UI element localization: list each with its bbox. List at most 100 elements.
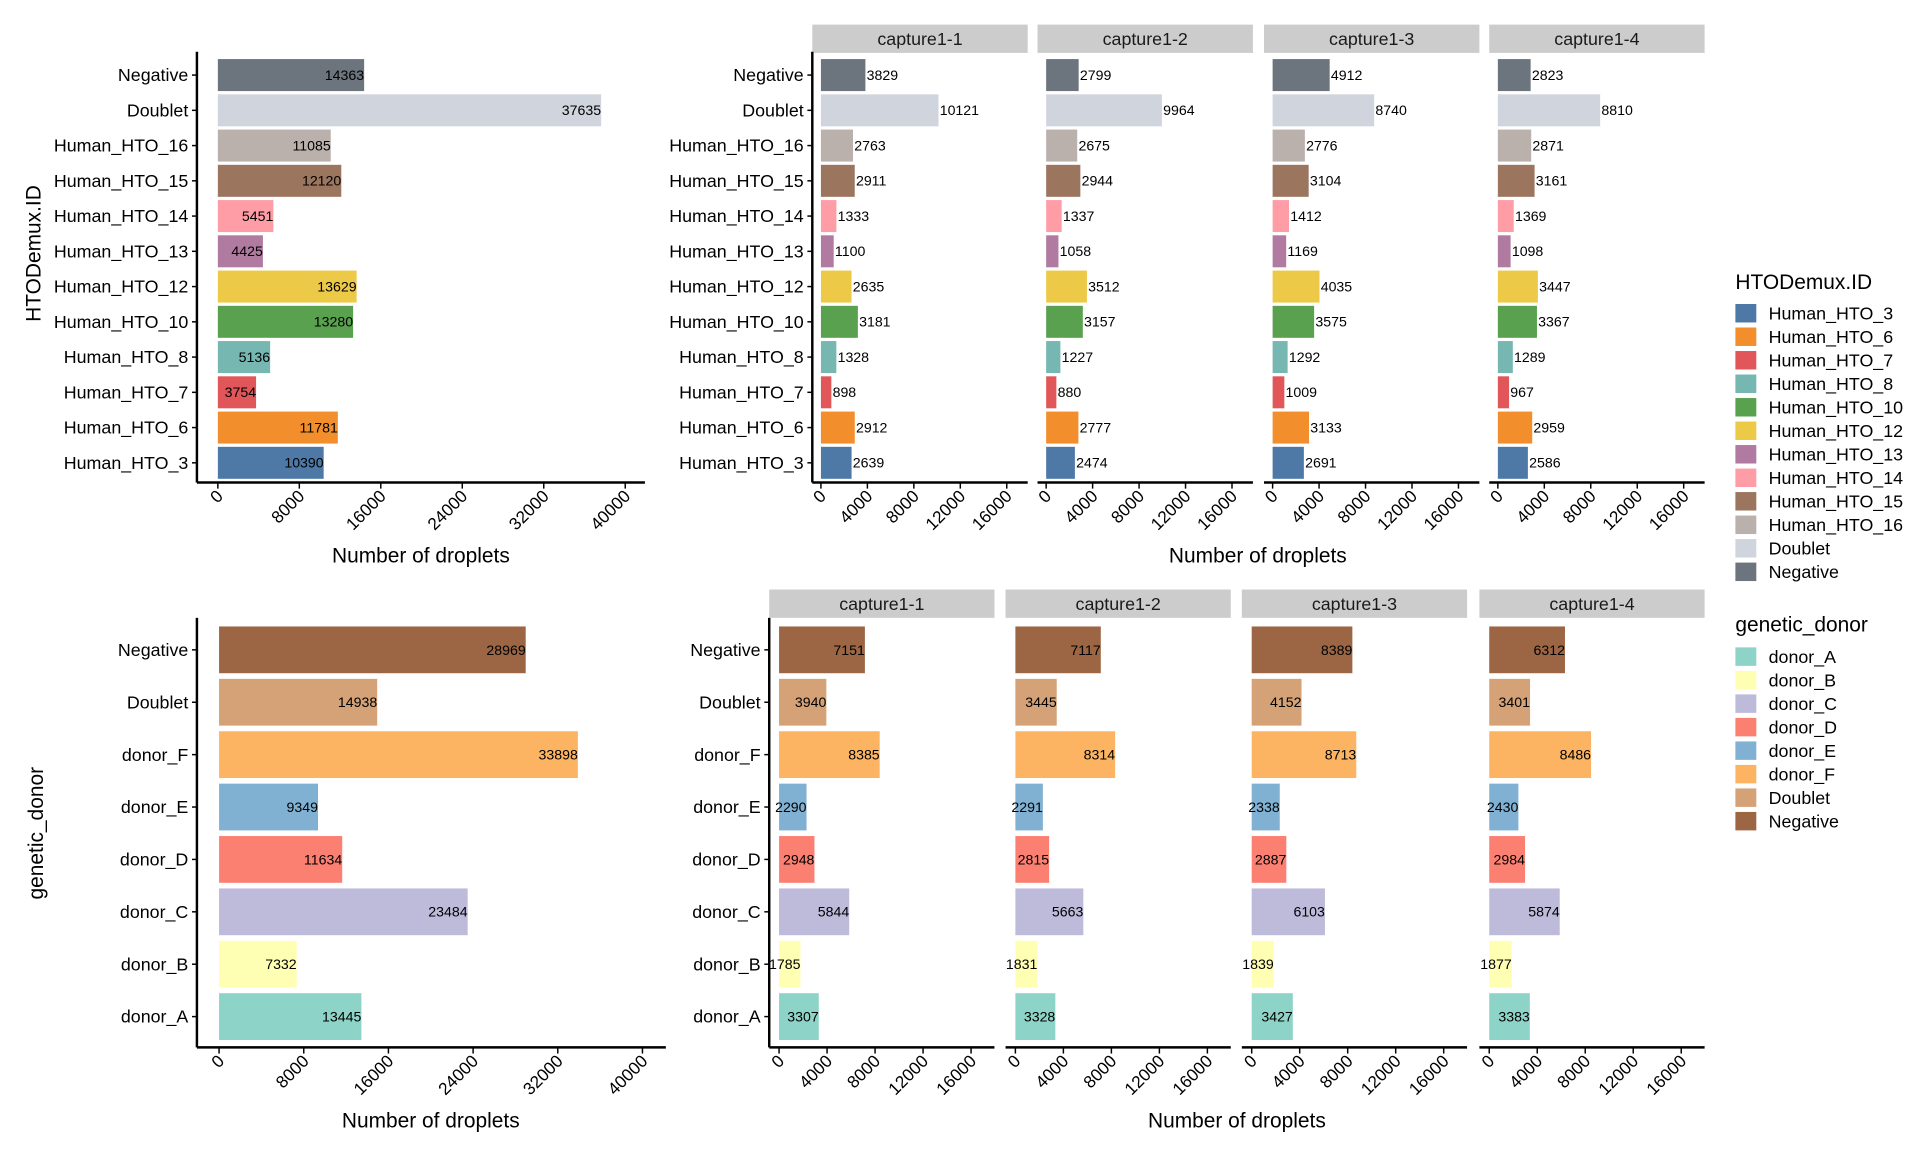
bar-human-hto-12: [1497, 270, 1538, 303]
facet-strip-bg: [1479, 589, 1705, 618]
y-tick-label: Human_HTO_13: [669, 241, 804, 262]
bar-donor-d: [1489, 836, 1526, 883]
bar-donor-b: [1015, 940, 1038, 988]
y-tick-label: donor_C: [120, 902, 189, 923]
value-label: 2763: [854, 137, 886, 153]
y-tick-label: donor_B: [693, 954, 760, 975]
bar-human-hto-3: [217, 446, 324, 479]
legend-item-label: donor_B: [1769, 670, 1836, 691]
value-label: 33898: [539, 747, 578, 763]
value-label: 5874: [1528, 904, 1560, 920]
bar-donor-b: [1251, 940, 1274, 988]
bar-donor-b: [219, 940, 297, 988]
x-axis-title-donor-total: Number of droplets: [342, 1109, 520, 1132]
value-label: 28969: [486, 642, 525, 658]
value-label: 2474: [1076, 455, 1108, 471]
legend-swatch: [1735, 562, 1757, 582]
y-tick-label: Human_HTO_7: [679, 382, 804, 403]
bar-human-hto-7: [820, 376, 832, 409]
legend-swatch: [1735, 515, 1757, 535]
value-label: 2639: [853, 455, 885, 471]
value-label: 11085: [292, 137, 330, 153]
facet-strip-label: capture1-3: [1312, 594, 1397, 614]
bar-donor-b: [1489, 940, 1512, 988]
bar-donor-b: [779, 940, 801, 988]
y-tick-label: Human_HTO_16: [669, 136, 804, 157]
bar-human-hto-6: [1497, 411, 1533, 444]
facet-strip-label: capture1-1: [839, 594, 924, 614]
bar-human-hto-13: [1046, 235, 1059, 268]
value-label: 1100: [835, 243, 866, 259]
legend-swatch: [1735, 468, 1757, 488]
value-label: 4425: [231, 243, 263, 259]
legend-swatch: [1735, 492, 1757, 511]
bar-donor-a: [1015, 993, 1056, 1040]
y-tick-label: donor_F: [122, 745, 189, 766]
bar-human-hto-16: [1272, 129, 1305, 162]
value-label: 3940: [795, 694, 827, 710]
value-label: 2959: [1533, 419, 1565, 435]
legend-item-label: Negative: [1769, 811, 1839, 831]
y-tick-label: Human_HTO_16: [54, 136, 189, 157]
value-label: 6312: [1534, 642, 1566, 658]
bar-negative: [779, 626, 865, 674]
value-label: 1289: [1514, 349, 1546, 365]
bar-negative: [1046, 59, 1079, 92]
y-tick-label: Doublet: [699, 692, 760, 712]
y-tick-label: Human_HTO_6: [679, 418, 804, 439]
y-tick-label: donor_E: [693, 797, 761, 818]
bar-human-hto-16: [1046, 129, 1078, 162]
value-label: 12120: [302, 173, 341, 189]
bar-human-hto-8: [217, 341, 271, 374]
y-tick-label: Human_HTO_14: [54, 206, 189, 227]
y-tick-label: donor_A: [693, 1007, 761, 1028]
bar-donor-a: [1251, 993, 1293, 1040]
value-label: 3307: [787, 1009, 819, 1025]
legend-item-label: Human_HTO_12: [1769, 421, 1904, 442]
bar-human-hto-6: [820, 411, 855, 444]
y-axis-title-hto: HTODemux.ID: [23, 185, 46, 322]
legend-swatch: [1735, 741, 1757, 760]
facet-strip-bg: [1005, 589, 1231, 618]
value-label: 3367: [1538, 314, 1570, 330]
value-label: 1369: [1515, 208, 1547, 224]
y-tick-label: Human_HTO_10: [669, 312, 804, 333]
bar-donor-f: [1489, 731, 1592, 779]
value-label: 3512: [1088, 278, 1120, 294]
bar-donor-c: [1251, 888, 1325, 936]
legend-item-label: donor_C: [1769, 694, 1838, 715]
facet-strip-bg: [812, 24, 1028, 53]
value-label: 8740: [1375, 102, 1407, 118]
bar-human-hto-15: [1046, 164, 1081, 197]
y-tick-label: Human_HTO_15: [669, 171, 804, 192]
value-label: 4912: [1331, 67, 1363, 83]
y-tick-label: donor_D: [120, 850, 189, 871]
y-axis-title-donor: genetic_donor: [25, 767, 48, 900]
bar-doublet: [1046, 94, 1162, 127]
legend-item-label: Human_HTO_13: [1769, 444, 1904, 465]
value-label: 1009: [1286, 384, 1318, 400]
legend-title-htodemux: HTODemux.ID: [1735, 271, 1872, 294]
bar-human-hto-12: [820, 270, 852, 303]
bar-donor-a: [779, 993, 819, 1040]
value-label: 2948: [783, 851, 815, 867]
value-label: 3157: [1084, 314, 1116, 330]
bar-human-hto-3: [1497, 446, 1528, 479]
value-label: 37635: [562, 102, 601, 118]
value-label: 3328: [1024, 1009, 1056, 1025]
value-label: 2430: [1487, 799, 1519, 815]
value-label: 2290: [775, 799, 807, 815]
value-label: 1292: [1289, 349, 1321, 365]
bar-donor-a: [219, 993, 362, 1040]
value-label: 8486: [1560, 747, 1592, 763]
bar-human-hto-12: [217, 270, 357, 303]
value-label: 9964: [1163, 102, 1195, 118]
bar-negative: [1251, 626, 1353, 674]
value-label: 1328: [838, 349, 870, 365]
y-tick-label: Human_HTO_8: [64, 347, 189, 368]
value-label: 13445: [322, 1009, 361, 1025]
value-label: 10390: [284, 455, 323, 471]
bar-donor-e: [219, 783, 319, 831]
